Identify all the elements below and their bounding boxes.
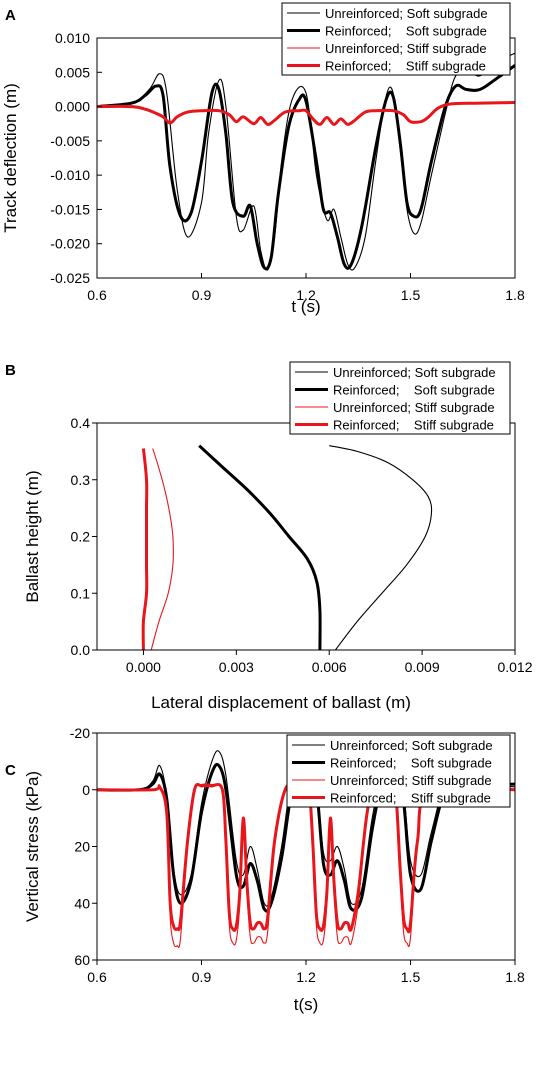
x-tick-label: 1.2 xyxy=(296,969,316,985)
y-tick-label: -0.005 xyxy=(50,133,90,149)
series-line-3 xyxy=(97,783,515,948)
x-tick-label: 0.006 xyxy=(312,659,347,675)
legend-label-3: Unreinforced; Stiff subgrade xyxy=(333,400,495,415)
legend-label-2: Reinforced; Soft subgrade xyxy=(325,24,487,39)
plot-frame xyxy=(96,422,516,651)
y-axis-title: Ballast height (m) xyxy=(23,470,42,602)
x-axis-title: t(s) xyxy=(294,995,319,1014)
y-tick-label: 0.3 xyxy=(71,472,91,488)
legend-label-3: Unreinforced; Stiff subgrade xyxy=(325,41,487,56)
x-tick-label: 0.000 xyxy=(126,659,161,675)
x-tick-label: 1.2 xyxy=(296,287,316,303)
y-tick-label: -0.025 xyxy=(50,270,90,286)
legend-label-2: Reinforced; Soft subgrade xyxy=(333,383,495,398)
y-tick-label: -20 xyxy=(70,725,90,741)
legend-label-1: Unreinforced; Soft subgrade xyxy=(330,738,493,753)
x-tick-label: 1.8 xyxy=(505,969,525,985)
y-tick-label: 0.010 xyxy=(55,30,90,46)
y-tick-label: 0 xyxy=(82,782,90,798)
legend-label-4: Reinforced; Stiff subgrade xyxy=(330,791,491,806)
series-line-4 xyxy=(141,448,149,650)
x-axis-title: Lateral displacement of ballast (m) xyxy=(151,693,411,712)
x-axis-title: t (s) xyxy=(291,297,320,316)
y-axis-title: Vertical stress (kPa) xyxy=(23,771,42,922)
legend: Unreinforced; Soft subgrade Reinforced; S… xyxy=(289,361,511,435)
legend-box xyxy=(286,734,511,808)
x-tick-label: 0.9 xyxy=(192,287,212,303)
y-tick-label: -0.020 xyxy=(50,236,90,252)
y-tick-label: 0.000 xyxy=(55,99,90,115)
x-tick-label: 1.5 xyxy=(401,287,421,303)
y-tick-label: -0.010 xyxy=(50,167,90,183)
x-tick-label: 0.6 xyxy=(87,287,107,303)
y-tick-label: 20 xyxy=(74,839,90,855)
y-tick-label: 0.2 xyxy=(71,529,91,545)
legend: Unreinforced; Soft subgrade Reinforced; S… xyxy=(281,2,511,76)
y-tick-label: 40 xyxy=(74,895,90,911)
series-line-2 xyxy=(198,444,322,650)
x-tick-label: 0.009 xyxy=(405,659,440,675)
panel-b: B 0.000 0.003 0.006 0.009 0.012 0.0 0.1 0.2 0.3 0.… xyxy=(5,361,533,712)
y-axis-title: Track deflection (m) xyxy=(1,83,20,233)
legend-label-4: Reinforced; Stiff subgrade xyxy=(325,59,486,74)
legend-label-1: Unreinforced; Soft subgrade xyxy=(333,365,496,380)
x-tick-label: 0.6 xyxy=(87,969,107,985)
y-tick-label: 0.1 xyxy=(71,585,91,601)
x-tick-label: 0.9 xyxy=(192,969,212,985)
series-line-3 xyxy=(150,448,174,650)
panel-c: C 0.6 0.9 1.2 1.5 1.8 -20 0 20 40 60 t(s) Vertical s… xyxy=(5,725,525,1014)
legend-box xyxy=(281,2,511,76)
legend-label-2: Reinforced; Soft subgrade xyxy=(330,756,492,771)
x-tick-label: 1.8 xyxy=(505,287,525,303)
y-tick-label: 60 xyxy=(74,952,90,968)
series-line-1 xyxy=(329,445,433,650)
y-tick-label: 0.005 xyxy=(55,64,90,80)
y-tick-label: 0.0 xyxy=(71,642,91,658)
legend-label-4: Reinforced; Stiff subgrade xyxy=(333,418,494,433)
series-group xyxy=(97,52,515,271)
x-tick-label: 0.012 xyxy=(497,659,532,675)
panel-a: A 0.6 0.9 1.2 1.5 1.8 -0.025 -0.020 -0.015 -0.010… xyxy=(1,2,525,316)
panel-letter: C xyxy=(5,762,16,779)
x-tick-label: 1.5 xyxy=(401,969,421,985)
legend-box xyxy=(289,361,511,435)
y-tick-label: -0.015 xyxy=(50,201,90,217)
panel-letter: A xyxy=(5,7,16,24)
legend-label-3: Unreinforced; Stiff subgrade xyxy=(330,773,492,788)
legend-label-1: Unreinforced; Soft subgrade xyxy=(325,6,488,21)
x-tick-label: 0.003 xyxy=(219,659,254,675)
y-tick-label: 0.4 xyxy=(71,415,91,431)
legend: Unreinforced; Soft subgrade Reinforced; S… xyxy=(286,734,511,808)
series-group xyxy=(141,444,433,650)
series-line-2 xyxy=(97,64,515,271)
series-line-4 xyxy=(97,101,515,126)
panel-letter: B xyxy=(5,362,16,379)
